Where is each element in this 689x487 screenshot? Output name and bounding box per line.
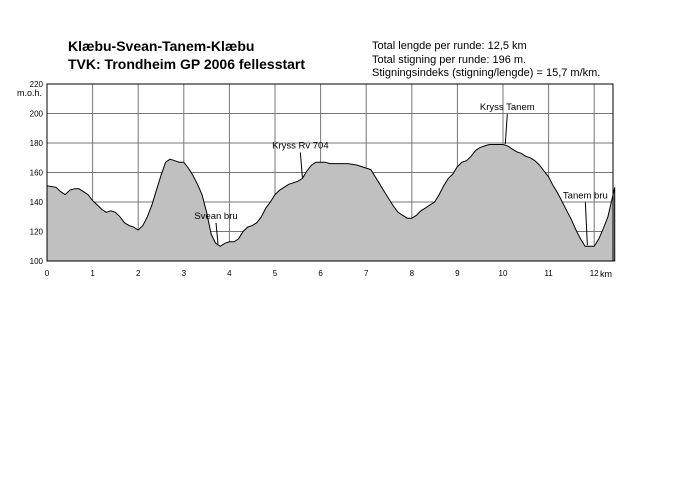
annotation-label: Kryss Tanem (480, 102, 535, 113)
annotation-leader (299, 152, 303, 178)
y-tick-label: 220 (30, 80, 44, 89)
x-tick-label: 7 (364, 269, 369, 278)
annotation-leader (584, 202, 588, 246)
chart-title-line1: Klæbu-Svean-Tanem-Klæbu (68, 38, 255, 54)
x-tick-label: 3 (182, 269, 187, 278)
stats-climb: Total stigning per runde: 196 m. (372, 54, 527, 66)
plot-border (46, 83, 614, 262)
y-tick-label: 200 (30, 110, 44, 119)
chart-title-line2: TVK: Trondheim GP 2006 fellesstart (68, 56, 306, 72)
annotation-label: Tanem bru (563, 190, 608, 201)
x-tick-label: 9 (455, 269, 460, 278)
annotation-label: Kryss Rv 704 (272, 140, 329, 151)
x-tick-label: 11 (544, 269, 553, 278)
x-tick-label: 5 (273, 269, 278, 278)
x-tick-label: 4 (227, 269, 232, 278)
annotation-label: Svean bru (194, 211, 237, 222)
annotation-leader (215, 222, 219, 244)
x-axis-label: km (600, 269, 612, 279)
stats-length: Total lengde per runde: 12,5 km (372, 40, 527, 52)
y-tick-label: 120 (30, 228, 44, 237)
y-tick-label: 140 (30, 198, 44, 207)
x-tick-label: 8 (410, 269, 415, 278)
x-tick-label: 1 (90, 269, 95, 278)
x-tick-label: 0 (45, 269, 50, 278)
stats-index: Stigningsindeks (stigning/lengde) = 15,7… (372, 67, 601, 79)
x-tick-label: 2 (136, 269, 141, 278)
elevation-area (46, 144, 616, 262)
x-tick-label: 10 (499, 269, 508, 278)
y-tick-label: 100 (30, 257, 44, 266)
x-tick-label: 6 (318, 269, 323, 278)
annotation-leader (504, 114, 508, 145)
y-tick-label: 180 (30, 139, 44, 148)
x-tick-label: 12 (590, 269, 599, 278)
y-axis-label: m.o.h. (17, 88, 42, 98)
y-tick-label: 160 (30, 169, 44, 178)
